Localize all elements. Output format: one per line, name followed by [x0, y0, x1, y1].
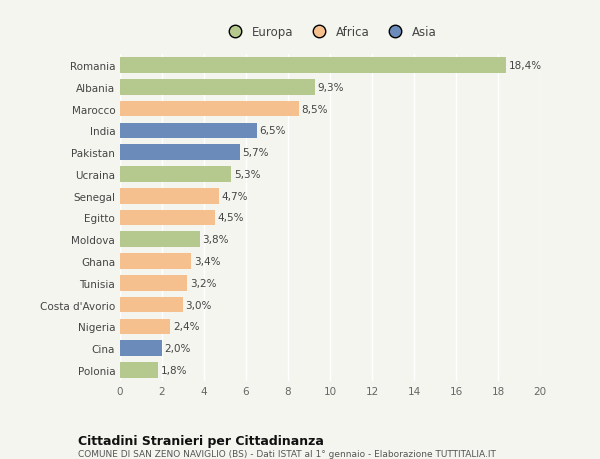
Bar — [120, 123, 257, 139]
Text: 2,0%: 2,0% — [164, 343, 191, 353]
Text: Cittadini Stranieri per Cittadinanza: Cittadini Stranieri per Cittadinanza — [78, 434, 324, 447]
Bar — [120, 189, 218, 204]
Bar — [120, 145, 240, 161]
Bar — [120, 58, 506, 74]
Text: 1,8%: 1,8% — [160, 365, 187, 375]
Bar — [120, 210, 215, 226]
Bar — [120, 275, 187, 291]
Text: 3,0%: 3,0% — [185, 300, 212, 310]
Legend: Europa, Africa, Asia: Europa, Africa, Asia — [221, 23, 439, 41]
Bar — [120, 232, 200, 247]
Text: 3,2%: 3,2% — [190, 278, 216, 288]
Text: 3,8%: 3,8% — [202, 235, 229, 245]
Text: 3,4%: 3,4% — [194, 257, 220, 267]
Bar — [120, 319, 170, 335]
Bar — [120, 297, 183, 313]
Text: 4,7%: 4,7% — [221, 191, 248, 202]
Text: 4,5%: 4,5% — [217, 213, 244, 223]
Bar — [120, 167, 232, 182]
Text: 8,5%: 8,5% — [301, 104, 328, 114]
Text: 2,4%: 2,4% — [173, 322, 199, 332]
Bar — [120, 362, 158, 378]
Text: 5,7%: 5,7% — [242, 148, 269, 158]
Bar — [120, 341, 162, 356]
Bar — [120, 254, 191, 269]
Text: 18,4%: 18,4% — [509, 61, 542, 71]
Text: COMUNE DI SAN ZENO NAVIGLIO (BS) - Dati ISTAT al 1° gennaio - Elaborazione TUTTI: COMUNE DI SAN ZENO NAVIGLIO (BS) - Dati … — [78, 449, 496, 458]
Text: 6,5%: 6,5% — [259, 126, 286, 136]
Bar — [120, 80, 316, 95]
Text: 5,3%: 5,3% — [234, 169, 260, 179]
Text: 9,3%: 9,3% — [318, 83, 344, 93]
Bar — [120, 101, 299, 117]
